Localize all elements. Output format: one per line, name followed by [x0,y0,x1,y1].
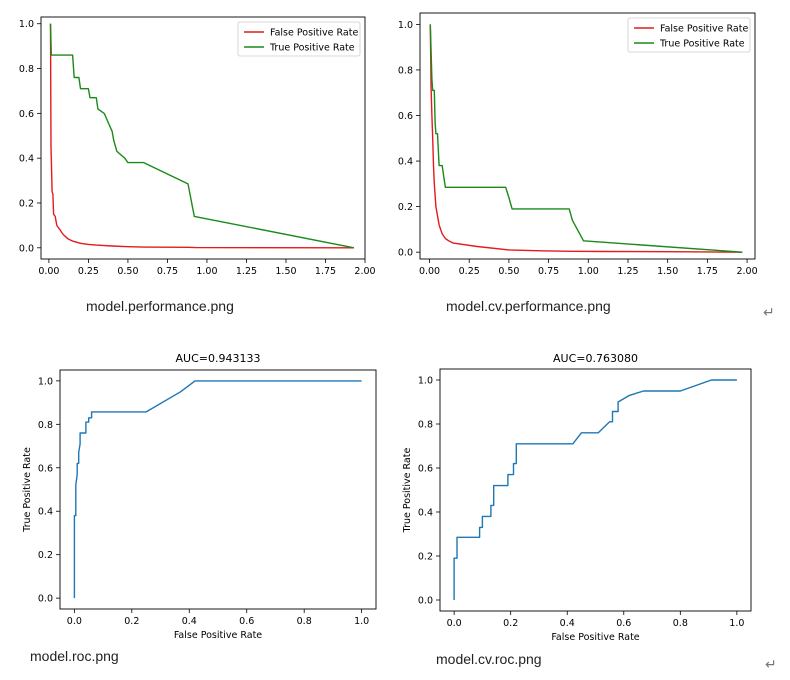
legend-box [627,17,751,53]
x-tick-label: 0.4 [560,618,575,629]
caption-model-roc: model.roc.png [30,648,119,664]
chart-title: AUC=0.943133 [176,352,261,365]
x-tick-label: 0.6 [616,618,631,629]
x-tick-label: 0.50 [117,266,138,277]
x-axis-label: False Positive Rate [551,632,639,643]
y-tick-label: 0.8 [38,420,53,431]
x-tick-label: 0.50 [498,266,519,277]
caption-model-cv-roc: model.cv.roc.png [436,651,542,667]
legend-label: False Positive Rate [660,24,748,35]
chart-svg: 0.00 0.25 0.50 0.75 1.00 1.25 1.50 1.75 2.00 0.0 0… [19,16,376,277]
x-tick-label: 0.75 [538,266,559,277]
x-tick-label: 0.00 [38,266,59,277]
y-tick-label: 0.2 [38,550,53,561]
x-tick-label: 1.00 [196,266,217,277]
series-line-0 [73,380,362,599]
y-tick-label: 0.8 [398,65,413,76]
y-axis-label: True Positive Rate [402,448,413,534]
series-line-0 [453,379,737,600]
series-line-0 [49,23,354,249]
chart-model-cv-performance: 0.00 0.25 0.50 0.75 1.00 1.25 1.50 1.75 2.00 0.0 0… [395,0,790,290]
legend-box [237,21,361,57]
series-line-0 [429,24,743,253]
y-tick-label: 0.0 [38,594,53,605]
chart-svg: 0.0 0.2 0.4 0.6 0.8 1.0 0.0 0.2 0.4 0.6 0.8 1.0 AUC=… [402,352,752,643]
legend-label: True Positive Rate [659,39,745,50]
x-tick-label: 2.00 [736,266,757,277]
x-tick-label: 1.50 [657,266,678,277]
x-tick-label: 1.00 [578,266,599,277]
x-tick-label: 2.00 [354,266,375,277]
y-tick-label: 0.0 [418,596,433,607]
y-tick-label: 0.2 [398,202,413,213]
legend-label: True Positive Rate [269,43,355,54]
y-tick-label: 0.8 [418,420,433,431]
y-tick-label: 0.0 [19,243,34,254]
legend-label: False Positive Rate [270,28,358,39]
chart-svg: 0.00 0.25 0.50 0.75 1.00 1.25 1.50 1.75 2.00 0.0 0… [398,12,758,277]
y-tick-label: 1.0 [418,376,433,387]
x-tick-label: 1.0 [729,618,744,629]
plot-frame [59,369,377,610]
y-tick-label: 1.0 [19,19,34,30]
x-tick-label: 0.8 [673,618,688,629]
y-tick-label: 0.6 [418,464,433,475]
series-line-1 [429,24,743,253]
x-tick-label: 1.50 [275,266,296,277]
x-tick-label: 0.00 [419,266,440,277]
x-tick-label: 0.25 [459,266,480,277]
series-line-1 [49,23,355,249]
return-icon: ↵ [765,656,777,672]
chart-model-performance: 0.00 0.25 0.50 0.75 1.00 1.25 1.50 1.75 2.00 0.0 0… [0,0,395,290]
y-tick-label: 1.0 [398,20,413,31]
y-tick-label: 0.6 [38,463,53,474]
x-tick-label: 0.6 [239,616,254,627]
x-tick-label: 1.25 [236,266,257,277]
y-tick-label: 0.6 [398,111,413,122]
chart-model-roc: 0.0 0.2 0.4 0.6 0.8 1.0 0.0 0.2 0.4 0.6 0.8 1.0 AUC=… [0,340,395,641]
x-tick-label: 1.75 [697,266,718,277]
y-tick-label: 0.8 [19,64,34,75]
x-tick-label: 0.2 [503,618,518,629]
y-tick-label: 0.6 [19,109,34,120]
y-tick-label: 1.0 [38,376,53,387]
y-tick-label: 0.0 [398,248,413,259]
x-tick-label: 0.0 [67,616,82,627]
x-axis-label: False Positive Rate [174,630,262,641]
x-tick-label: 0.2 [124,616,139,627]
y-tick-label: 0.2 [418,552,433,563]
x-tick-label: 0.4 [182,616,197,627]
plot-frame [439,368,752,612]
y-tick-label: 0.4 [418,508,433,519]
x-tick-label: 1.25 [617,266,638,277]
chart-title: AUC=0.763080 [553,352,638,365]
chart-model-cv-roc: 0.0 0.2 0.4 0.6 0.8 1.0 0.0 0.2 0.4 0.6 0.8 1.0 AUC=… [395,340,790,643]
plot-frame [419,12,756,260]
y-tick-label: 0.4 [398,157,413,168]
caption-model-cv-performance: model.cv.performance.png [446,298,611,314]
y-tick-label: 0.4 [19,154,34,165]
x-tick-label: 1.75 [315,266,336,277]
caption-model-performance: model.performance.png [86,298,234,314]
y-tick-label: 0.2 [19,198,34,209]
x-tick-label: 0.25 [78,266,99,277]
return-icon: ↵ [763,304,775,320]
x-tick-label: 1.0 [354,616,369,627]
y-axis-label: True Positive Rate [22,447,33,533]
x-tick-label: 0.0 [447,618,462,629]
x-tick-label: 0.8 [297,616,312,627]
x-tick-label: 0.75 [157,266,178,277]
chart-svg: 0.0 0.2 0.4 0.6 0.8 1.0 0.0 0.2 0.4 0.6 0.8 1.0 AUC=… [22,352,377,641]
y-tick-label: 0.4 [38,507,53,518]
